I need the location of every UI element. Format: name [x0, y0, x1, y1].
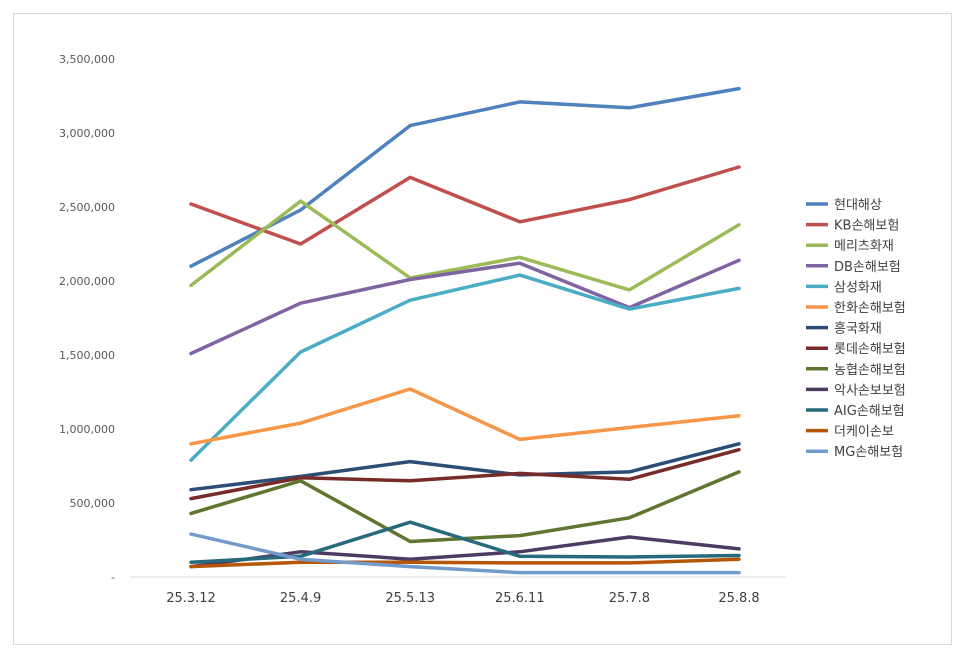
x-axis: 25.3.12 25.4.9 25.5.13 25.6.11 25.7.8 25.8.8 [131, 576, 786, 606]
y-tick-label: 3,500,000 [59, 53, 115, 66]
y-tick-label: 3,000,000 [59, 127, 115, 140]
legend-label: 흥국화재 [834, 322, 882, 337]
series-lines [189, 86, 741, 575]
x-tick-label: 25.6.11 [495, 591, 545, 606]
y-tick-label: 500,000 [70, 497, 116, 510]
legend-label: 삼성화재 [834, 280, 882, 295]
y-tick-label: 2,000,000 [59, 275, 115, 288]
y-tick-label: - [111, 571, 115, 584]
series-line [189, 258, 741, 356]
legend-label: AIG손해보험 [834, 404, 905, 419]
x-tick-label: 25.4.9 [280, 591, 321, 606]
series-line [189, 447, 741, 501]
series-line [189, 86, 741, 268]
line-chart: - 500,000 1,000,000 1,500,000 2,000,000 2,500… [59, 53, 906, 606]
legend-label: KB손해보험 [834, 219, 899, 234]
legend-label: MG손해보험 [834, 445, 903, 460]
chart-frame: - 500,000 1,000,000 1,500,000 2,000,000 2,500… [13, 13, 952, 645]
legend-label: 메리츠화재 [834, 239, 894, 254]
y-tick-label: 1,000,000 [59, 423, 115, 436]
legend-label: 한화손해보험 [834, 301, 906, 316]
series-line [189, 165, 741, 246]
legend-label: 현대해상 [834, 198, 882, 213]
series-line [189, 532, 741, 575]
y-axis: - 500,000 1,000,000 1,500,000 2,000,000 2,500… [59, 53, 115, 584]
y-tick-label: 1,500,000 [59, 349, 115, 362]
series-line [189, 387, 741, 446]
series-line [189, 520, 741, 564]
series-line [189, 199, 741, 292]
x-tick-label: 25.5.13 [385, 591, 435, 606]
y-tick-label: 2,500,000 [59, 201, 115, 214]
series-line [189, 273, 741, 462]
legend-label: DB손해보험 [834, 260, 901, 275]
legend-label: 더케이손보 [834, 425, 894, 440]
legend-label: 롯데손해보험 [834, 342, 906, 357]
x-tick-label: 25.8.8 [718, 591, 759, 606]
series-line [189, 557, 741, 569]
series-line [189, 442, 741, 492]
x-tick-label: 25.3.12 [166, 591, 216, 606]
legend-label: 악사손보보험 [834, 383, 906, 398]
legend-label: 농협손해보험 [834, 363, 906, 378]
x-tick-label: 25.7.8 [609, 591, 650, 606]
